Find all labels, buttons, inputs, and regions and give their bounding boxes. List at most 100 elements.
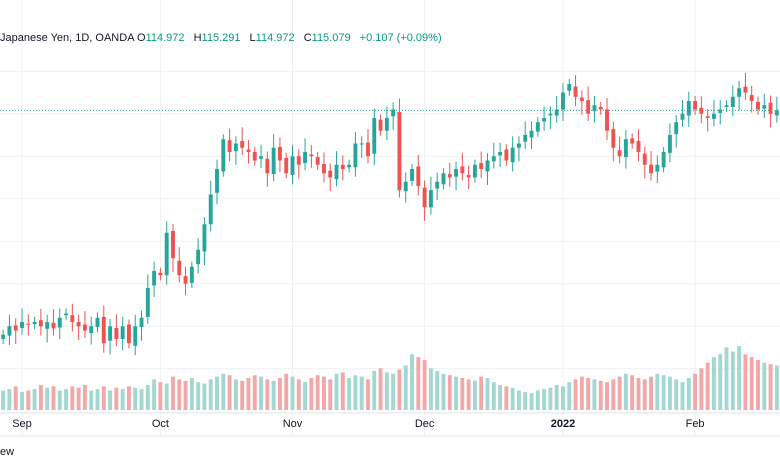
volume-bar	[598, 380, 603, 410]
candle-body	[718, 109, 723, 113]
chart-grid	[0, 0, 780, 436]
candle	[762, 93, 767, 118]
close-value: 115.079	[311, 32, 351, 44]
candle-body	[133, 326, 138, 346]
candle-body	[724, 105, 729, 107]
candle-body	[542, 118, 547, 122]
volume-bar	[699, 368, 704, 410]
candle	[233, 136, 238, 165]
candle	[517, 136, 521, 162]
footer-text[interactable]: ew	[0, 446, 15, 458]
candle-body	[743, 86, 748, 93]
candle	[460, 152, 465, 181]
candle-body	[108, 326, 113, 341]
candle	[303, 138, 308, 171]
candle-body	[38, 320, 43, 327]
candle-body	[454, 169, 458, 177]
candle-body	[64, 313, 68, 316]
candle-body	[447, 174, 452, 178]
candle	[472, 159, 477, 183]
volume-bar	[246, 378, 251, 410]
volume-bar	[328, 379, 333, 410]
volume-bar	[120, 389, 125, 410]
volume-bar	[454, 376, 458, 410]
candle	[724, 100, 729, 113]
candle-body	[252, 152, 257, 161]
volume-bar	[114, 387, 119, 410]
candle-body	[127, 324, 131, 344]
candle	[605, 98, 609, 141]
candle-body	[315, 157, 320, 165]
volume-bar	[397, 369, 402, 410]
volume-bar	[252, 375, 257, 410]
candle-body	[277, 146, 282, 161]
candle	[422, 180, 427, 221]
candle-body	[303, 152, 308, 164]
volume-bar	[554, 384, 559, 410]
volume-bar	[378, 368, 383, 410]
x-tick-label: Nov	[283, 418, 303, 430]
volume-bar	[145, 384, 150, 410]
candle	[372, 108, 377, 166]
candle	[322, 152, 326, 183]
candle-body	[768, 102, 773, 114]
symbol-legend: Japanese Yen, 1D, OANDA O114.972 H115.29…	[0, 32, 442, 48]
candle-body	[221, 139, 226, 172]
volume-bar	[617, 376, 622, 410]
volume-bar	[215, 376, 219, 410]
candle	[114, 314, 119, 347]
candle-body	[774, 110, 779, 116]
candle-body	[535, 122, 540, 132]
candle	[447, 162, 452, 187]
candle-body	[101, 316, 106, 344]
candle	[246, 140, 251, 164]
volume-bar	[542, 389, 547, 410]
candle	[189, 261, 194, 288]
candle	[183, 266, 188, 296]
candle-body	[259, 156, 263, 159]
candle	[133, 314, 138, 356]
candle-body	[227, 140, 232, 152]
candle-body	[428, 190, 433, 208]
volume-bar	[334, 373, 339, 410]
volume-bar	[737, 346, 742, 410]
candle-body	[762, 105, 767, 109]
volume-bar	[196, 382, 201, 410]
high-value: 115.291	[201, 32, 241, 44]
candle	[45, 314, 50, 343]
x-tick-label: 2022	[551, 418, 575, 430]
candle-body	[435, 181, 440, 189]
volume-bar	[353, 375, 358, 410]
volume-bar	[768, 364, 773, 410]
volume-bar	[202, 383, 207, 410]
volume-bar	[64, 389, 68, 410]
candle-body	[705, 116, 710, 118]
volume-bar	[447, 375, 452, 410]
candle-body	[523, 135, 528, 142]
candle	[573, 75, 578, 107]
candle	[680, 100, 685, 127]
candle	[491, 142, 496, 169]
symbol-name[interactable]: Japanese Yen, 1D, OANDA	[0, 32, 134, 44]
candle-body	[466, 174, 471, 178]
candle	[57, 308, 62, 339]
candle-body	[328, 170, 333, 178]
candle-body	[567, 84, 572, 91]
candle	[529, 121, 534, 150]
candle-body	[693, 101, 698, 110]
volume-bar	[189, 378, 194, 410]
volume-bar	[227, 375, 232, 410]
volume-bar	[416, 357, 421, 410]
volume-bar	[693, 373, 698, 410]
candle	[384, 106, 389, 141]
volume-bar	[164, 383, 169, 410]
candle	[221, 134, 226, 177]
candle	[667, 123, 672, 163]
candle-body	[340, 164, 345, 169]
volume-bar	[133, 387, 138, 410]
time-axis[interactable]: Sep Oct Nov Dec 2022 Feb	[12, 418, 704, 430]
volume-bar	[749, 357, 754, 410]
candle-body	[20, 322, 24, 328]
candle-body	[57, 317, 62, 328]
